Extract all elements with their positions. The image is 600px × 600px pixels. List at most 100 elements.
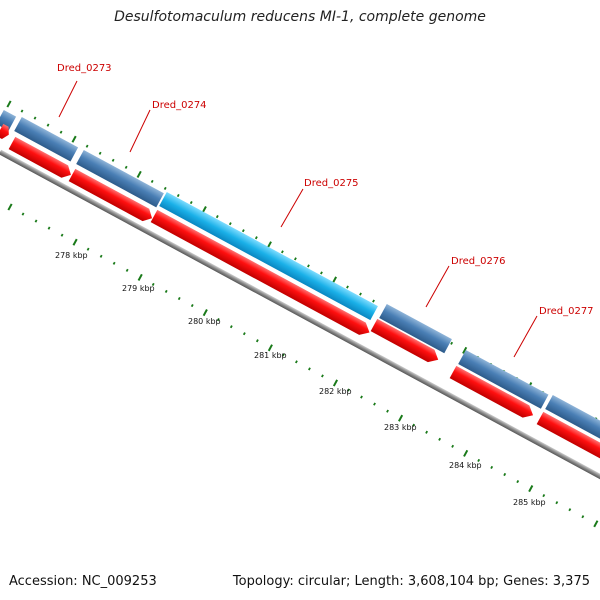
- outer-minor-tick: [320, 271, 323, 275]
- gene-reverse-7[interactable]: [536, 411, 600, 466]
- outer-minor-tick: [59, 130, 63, 134]
- inner-minor-tick: [47, 226, 51, 230]
- inner-major-tick: [398, 414, 404, 422]
- gene-forward-dred-0275[interactable]: [159, 191, 378, 321]
- inner-major-tick: [72, 238, 78, 246]
- inner-minor-tick: [438, 437, 442, 441]
- inner-major-tick: [593, 520, 599, 528]
- scale-label-282: 282 kbp: [319, 387, 352, 396]
- inner-minor-tick: [112, 261, 116, 265]
- inner-minor-tick: [386, 409, 389, 413]
- outer-minor-tick: [346, 285, 349, 289]
- inner-minor-tick: [308, 367, 311, 371]
- inner-major-tick: [137, 273, 143, 281]
- inner-minor-tick: [125, 268, 129, 272]
- outer-minor-tick: [359, 292, 362, 296]
- outer-minor-tick: [450, 341, 454, 345]
- inner-minor-tick: [321, 374, 324, 378]
- inner-minor-tick: [516, 479, 520, 484]
- inner-major-tick: [332, 379, 339, 387]
- outer-minor-tick: [176, 193, 180, 198]
- inner-minor-tick: [255, 339, 259, 343]
- outer-minor-tick: [150, 179, 154, 184]
- gene-forward-dred-0278[interactable]: [545, 394, 600, 443]
- inner-minor-tick: [21, 212, 25, 216]
- inner-minor-tick: [581, 515, 585, 519]
- gene-reverse-3[interactable]: [68, 168, 156, 225]
- genome-summary-text: Topology: circular; Length: 3,608,104 bp…: [232, 574, 590, 589]
- inner-minor-tick: [151, 282, 155, 287]
- accession-text: Accession: NC_009253: [9, 574, 157, 589]
- inner-minor-tick: [190, 303, 194, 308]
- inner-minor-tick: [425, 430, 429, 434]
- outer-minor-tick: [241, 229, 245, 233]
- outer-minor-tick: [228, 222, 232, 226]
- inner-minor-tick: [34, 219, 38, 223]
- outer-minor-tick: [280, 250, 284, 254]
- outer-minor-tick: [111, 158, 115, 162]
- inner-minor-tick: [360, 395, 363, 399]
- inner-major-tick: [463, 449, 469, 457]
- outer-minor-tick: [163, 186, 167, 191]
- gene-reverse-5[interactable]: [370, 318, 442, 366]
- outer-minor-tick: [46, 123, 50, 127]
- scale-label-283: 283 kbp: [384, 423, 417, 432]
- inner-major-tick: [528, 485, 534, 493]
- outer-minor-tick: [215, 215, 219, 219]
- outer-major-tick: [136, 170, 142, 178]
- gene-forward-dred-0273[interactable]: [0, 109, 17, 131]
- map-title: Desulfotomaculum reducens MI-1, complete…: [114, 9, 486, 25]
- inner-minor-tick: [177, 296, 181, 301]
- inner-minor-tick: [477, 458, 481, 462]
- inner-minor-tick: [451, 444, 455, 448]
- gene-reverse-6[interactable]: [449, 365, 537, 422]
- outer-minor-tick: [189, 200, 193, 205]
- scale-label-281: 281 kbp: [254, 351, 287, 360]
- inner-major-tick: [202, 309, 208, 317]
- inner-minor-tick: [412, 423, 415, 427]
- outer-minor-tick: [20, 109, 24, 113]
- gene-forward-dred-0276[interactable]: [379, 303, 452, 354]
- outer-major-tick: [71, 135, 77, 143]
- gene-reverse-2[interactable]: [8, 136, 75, 181]
- gene-label-dred-0273: Dred_0273: [57, 63, 112, 74]
- inner-minor-tick: [281, 353, 285, 357]
- scale-label-284: 284 kbp: [449, 461, 482, 470]
- inner-minor-tick: [542, 494, 546, 498]
- outer-major-tick: [462, 346, 468, 354]
- scale-label-279: 279 kbp: [122, 284, 155, 293]
- inner-minor-tick: [99, 254, 103, 258]
- inner-minor-tick: [568, 508, 572, 512]
- outer-minor-tick: [294, 257, 297, 261]
- reverse-strand-genes: [0, 123, 600, 466]
- inner-tick-marks: [7, 203, 599, 528]
- inner-minor-tick: [60, 233, 64, 237]
- forward-strand-genes: [0, 109, 600, 443]
- outer-minor-tick: [372, 299, 375, 303]
- outer-minor-tick: [85, 144, 89, 148]
- gene-forward-dred-0273b[interactable]: [14, 116, 79, 162]
- inner-minor-tick: [229, 325, 233, 329]
- gene-forward-dred-0277[interactable]: [458, 349, 549, 409]
- label-leaders: [58, 80, 538, 358]
- genome-backbone: [0, 149, 600, 497]
- scale-label-280: 280 kbp: [188, 317, 221, 326]
- gene-reverse-1[interactable]: [0, 123, 12, 141]
- outer-minor-tick: [307, 264, 310, 268]
- outer-minor-tick: [98, 151, 102, 155]
- inner-minor-tick: [295, 360, 298, 364]
- scale-label-285: 285 kbp: [513, 498, 546, 507]
- gene-reverse-4[interactable]: [150, 209, 373, 339]
- inner-minor-tick: [490, 465, 494, 470]
- gene-label-dred-0274: Dred_0274: [152, 100, 207, 111]
- outer-minor-tick: [254, 236, 258, 240]
- gene-forward-dred-0274[interactable]: [76, 149, 164, 208]
- inner-minor-tick: [242, 332, 246, 336]
- inner-major-tick: [267, 344, 273, 352]
- inner-minor-tick: [373, 402, 376, 406]
- inner-minor-tick: [164, 289, 168, 294]
- gene-label-dred-0276: Dred_0276: [451, 256, 506, 267]
- gene-label-dred-0275: Dred_0275: [304, 178, 359, 189]
- inner-minor-tick: [347, 388, 350, 392]
